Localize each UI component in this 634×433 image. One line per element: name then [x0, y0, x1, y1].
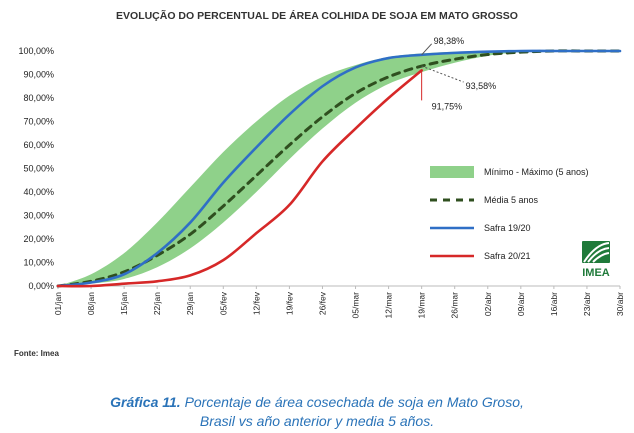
y-tick-label: 20,00% — [23, 234, 54, 244]
x-tick-label: 12/fev — [251, 291, 261, 315]
x-tick-label: 09/abr — [516, 292, 526, 316]
caption: Gráfica 11. Porcentaje de área cosechada… — [0, 393, 634, 431]
x-tick-label: 30/abr — [615, 292, 625, 316]
y-tick-label: 60,00% — [23, 140, 54, 150]
x-tick-label: 05/fev — [218, 291, 228, 315]
logo-text: IMEA — [582, 267, 610, 279]
x-tick-label: 26/mar — [450, 292, 460, 319]
x-tick-label: 15/jan — [119, 292, 129, 315]
x-tick-label: 08/jan — [86, 292, 96, 315]
x-tick-label: 22/jan — [152, 292, 162, 315]
x-tick-label: 23/abr — [582, 292, 592, 316]
caption-line-2: Brasil vs año anterior y media 5 años. — [199, 413, 435, 429]
y-tick-label: 70,00% — [23, 117, 54, 127]
x-tick-label: 16/abr — [549, 292, 559, 316]
legend: Mínimo - Máximo (5 anos) Média 5 anos Safr… — [430, 166, 589, 261]
y-tick-label: 10,00% — [23, 258, 54, 268]
legend-label: Safra 19/20 — [484, 223, 531, 233]
y-tick-label: 90,00% — [23, 70, 54, 80]
x-tick-label: 02/abr — [483, 292, 493, 316]
legend-swatch-band — [430, 166, 474, 178]
axes: 0,00% 10,00% 20,00% 30,00% 40,00% 50,00% 60,00… — [18, 46, 625, 318]
annotation-label: 91,75% — [432, 101, 463, 111]
y-tick-label: 50,00% — [23, 164, 54, 174]
source-note: Fonte: Imea — [14, 349, 59, 358]
series-line-safra-19-20 — [56, 49, 622, 288]
series-line-safra-20-21 — [56, 69, 423, 288]
y-tick-label: 80,00% — [23, 93, 54, 103]
x-tick-label: 19/fev — [284, 291, 294, 315]
y-tick-label: 0,00% — [28, 281, 54, 291]
legend-label: Safra 20/21 — [484, 251, 531, 261]
annotation-label: 98,38% — [434, 36, 465, 46]
legend-label: Mínimo - Máximo (5 anos) — [484, 167, 589, 177]
y-tick-label: 40,00% — [23, 187, 54, 197]
caption-line-1: Porcentaje de área cosechada de soja en … — [184, 394, 524, 410]
annotation-leader — [421, 65, 464, 83]
y-tick-label: 30,00% — [23, 211, 54, 221]
annotations: 98,38% 93,58%91,75% — [421, 36, 497, 111]
y-tick-label: 100,00% — [18, 46, 54, 56]
caption-label: Gráfica 11. — [110, 394, 181, 410]
imea-logo: IMEA — [582, 241, 610, 279]
x-tick-label: 12/mar — [384, 292, 394, 319]
x-tick-label: 19/mar — [417, 292, 427, 319]
x-tick-label: 26/fev — [317, 291, 327, 315]
x-tick-label: 29/jan — [185, 292, 195, 315]
annotation-leader — [421, 43, 433, 56]
legend-label: Média 5 anos — [484, 195, 539, 205]
series-layer — [56, 49, 622, 288]
x-tick-label: 01/jan — [53, 292, 63, 315]
x-tick-label: 05/mar — [351, 292, 361, 319]
chart-title: EVOLUÇÃO DO PERCENTUAL DE ÁREA COLHIDA D… — [116, 10, 518, 22]
annotation-label: 93,58% — [466, 81, 497, 91]
